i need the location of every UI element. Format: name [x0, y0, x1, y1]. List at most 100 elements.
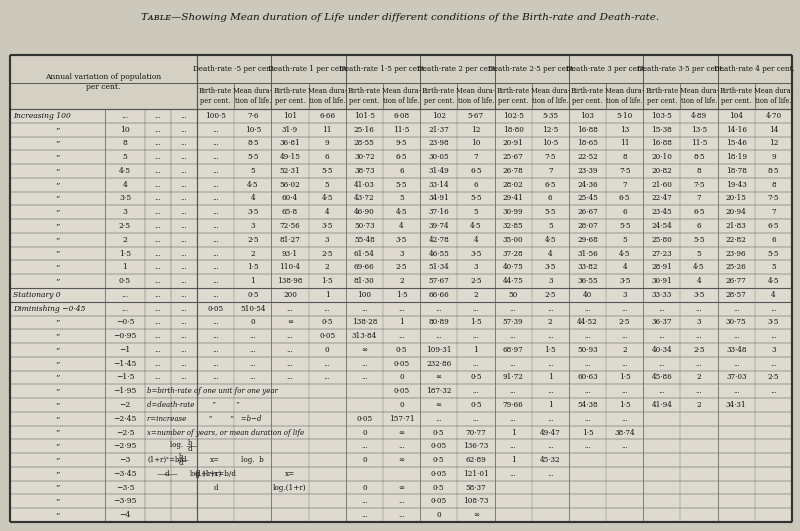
Text: ...: ... — [181, 359, 187, 367]
Text: 30·05: 30·05 — [429, 153, 449, 161]
Text: 31·56: 31·56 — [577, 250, 598, 258]
Text: ...: ... — [181, 167, 187, 175]
Text: 109·31: 109·31 — [426, 346, 451, 354]
Text: 20·10: 20·10 — [651, 153, 672, 161]
Text: ∞: ∞ — [287, 319, 293, 327]
Text: 16·88: 16·88 — [651, 140, 672, 148]
Text: 1: 1 — [548, 401, 553, 409]
Text: 7·6: 7·6 — [247, 112, 258, 120]
Text: 0·05: 0·05 — [394, 359, 410, 367]
Text: 58·37: 58·37 — [466, 484, 486, 492]
Text: 30·91: 30·91 — [651, 277, 672, 285]
Text: 16·88: 16·88 — [577, 126, 598, 134]
Text: 2·5: 2·5 — [322, 250, 333, 258]
Text: 41·03: 41·03 — [354, 181, 374, 189]
Text: ...: ... — [398, 305, 405, 313]
Text: 0: 0 — [399, 373, 404, 381]
Text: ...: ... — [154, 332, 162, 340]
Text: 5·5: 5·5 — [322, 167, 333, 175]
Text: ...: ... — [361, 305, 368, 313]
Text: ...: ... — [212, 126, 219, 134]
Text: ...: ... — [584, 305, 591, 313]
Text: Tᴀʙʟᴇ—Showing Mean duration of Life under different conditions of the Birth-rate: Tᴀʙʟᴇ—Showing Mean duration of Life unde… — [141, 13, 659, 22]
Text: ...: ... — [212, 167, 219, 175]
Text: 8: 8 — [771, 181, 776, 189]
Text: −0·95: −0·95 — [114, 332, 137, 340]
Text: 2·5: 2·5 — [247, 236, 258, 244]
Text: ...: ... — [510, 470, 517, 478]
Text: 36·55: 36·55 — [577, 277, 598, 285]
Text: 61·54: 61·54 — [354, 250, 374, 258]
Text: 2·5: 2·5 — [396, 263, 407, 271]
Text: 2·5: 2·5 — [545, 291, 556, 299]
Text: ...: ... — [181, 373, 187, 381]
Text: 5: 5 — [474, 208, 478, 216]
Text: 0·5: 0·5 — [119, 277, 131, 285]
Text: 5: 5 — [548, 222, 553, 230]
Text: d: d — [165, 470, 170, 478]
Text: 35·00: 35·00 — [502, 236, 523, 244]
Text: ∞: ∞ — [362, 346, 367, 354]
Text: 121·01: 121·01 — [463, 470, 489, 478]
Text: 34·31: 34·31 — [726, 401, 746, 409]
Text: 2·5: 2·5 — [694, 346, 705, 354]
Text: 33·33: 33·33 — [652, 291, 672, 299]
Text: 8·5: 8·5 — [768, 167, 779, 175]
Text: 4: 4 — [474, 236, 478, 244]
Text: Birth-rate
per cent.: Birth-rate per cent. — [646, 88, 678, 105]
Text: ...: ... — [181, 277, 187, 285]
Text: 2: 2 — [697, 401, 702, 409]
Text: ...: ... — [324, 305, 330, 313]
Text: Death-rate 2·5 per cent.: Death-rate 2·5 per cent. — [488, 65, 575, 73]
Text: ...: ... — [212, 208, 219, 216]
Text: ...: ... — [212, 346, 219, 354]
Text: 200: 200 — [283, 291, 297, 299]
Text: 2: 2 — [399, 277, 404, 285]
Text: 40·34: 40·34 — [651, 346, 672, 354]
Text: 23·98: 23·98 — [429, 140, 449, 148]
Text: 40·75: 40·75 — [502, 263, 523, 271]
Text: 2: 2 — [622, 346, 627, 354]
Text: ”: ” — [55, 429, 60, 436]
Text: 5·35: 5·35 — [542, 112, 558, 120]
Text: 21·83: 21·83 — [726, 222, 746, 230]
Text: 5·5: 5·5 — [768, 250, 779, 258]
Text: (1+r)x=b/d: (1+r)x=b/d — [194, 470, 237, 478]
Text: 29·68: 29·68 — [577, 236, 598, 244]
Text: ...: ... — [510, 442, 517, 450]
Text: 46·90: 46·90 — [354, 208, 374, 216]
Text: 81·30: 81·30 — [354, 277, 374, 285]
Text: 45·86: 45·86 — [651, 373, 672, 381]
Text: 14: 14 — [769, 126, 778, 134]
Text: ...: ... — [547, 332, 554, 340]
Text: 3·5: 3·5 — [322, 222, 333, 230]
Text: ...: ... — [154, 126, 162, 134]
Text: 136·73: 136·73 — [463, 442, 489, 450]
Text: 6·5: 6·5 — [545, 181, 556, 189]
Text: 28·57: 28·57 — [726, 291, 746, 299]
Text: 69·66: 69·66 — [354, 263, 374, 271]
Text: 1·5: 1·5 — [322, 277, 333, 285]
Text: 1: 1 — [250, 277, 255, 285]
Text: 20·15: 20·15 — [726, 194, 746, 202]
Text: 0·05: 0·05 — [430, 498, 446, 506]
Text: 25·26: 25·26 — [726, 263, 746, 271]
Text: ...: ... — [696, 332, 702, 340]
Text: 3: 3 — [622, 291, 627, 299]
Text: 3·5: 3·5 — [768, 319, 779, 327]
Text: 37·28: 37·28 — [502, 250, 523, 258]
Text: 7·5: 7·5 — [768, 194, 779, 202]
Text: x=: x= — [210, 456, 220, 464]
Text: 49·47: 49·47 — [540, 429, 561, 436]
Text: 28·55: 28·55 — [354, 140, 374, 148]
Text: ...: ... — [154, 346, 162, 354]
Text: 66·66: 66·66 — [428, 291, 449, 299]
Text: 6·5: 6·5 — [768, 222, 779, 230]
Text: 6: 6 — [399, 167, 404, 175]
Text: 0: 0 — [250, 319, 255, 327]
Text: 39·74: 39·74 — [429, 222, 449, 230]
Text: 1·5: 1·5 — [619, 401, 630, 409]
Text: 52·31: 52·31 — [279, 167, 300, 175]
Text: 7: 7 — [622, 181, 627, 189]
Text: ...: ... — [435, 332, 442, 340]
